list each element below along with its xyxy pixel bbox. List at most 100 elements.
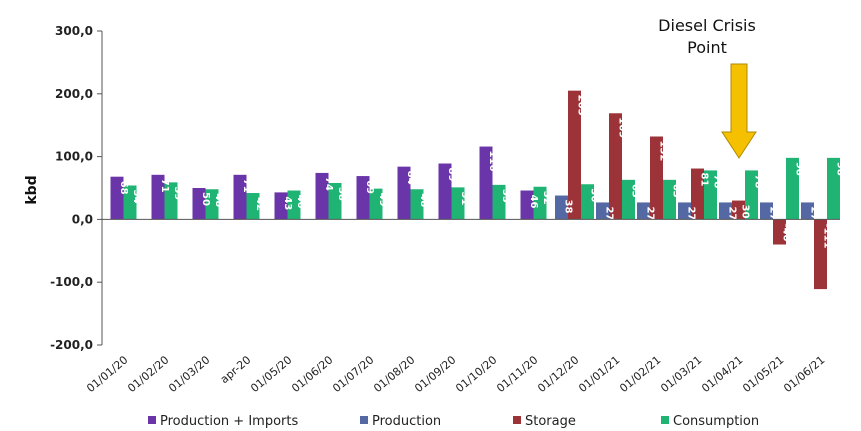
bar-production-imports-9: [479, 146, 493, 220]
bar-storage-12: [609, 113, 622, 220]
data-label: 46: [295, 195, 306, 209]
data-label: 58: [336, 187, 347, 201]
data-label: 116: [487, 151, 498, 172]
data-label: 59: [172, 186, 183, 200]
y-tick-label: 300,0: [55, 24, 93, 38]
bar-consumption-7: [410, 189, 424, 220]
data-label: 98: [794, 162, 805, 176]
bar-production-13: [637, 202, 650, 220]
bar-consumption-3: [246, 193, 260, 220]
bars: [110, 90, 840, 290]
x-tick-label: 01/08/20: [371, 353, 417, 395]
data-label: 71: [241, 179, 252, 193]
data-label: 84: [405, 171, 416, 185]
data-label: 78: [712, 174, 723, 188]
bar-production-14: [678, 202, 691, 220]
bar-production-imports-6: [356, 176, 370, 220]
legend-swatch: [148, 416, 156, 424]
data-label: 27: [768, 206, 779, 220]
bar-storage-11: [568, 90, 581, 220]
legend-label: Production + Imports: [160, 414, 298, 429]
data-label: 169: [617, 117, 628, 138]
data-label: -111: [822, 223, 833, 248]
data-label: 27: [686, 206, 697, 220]
legend-label: Production: [372, 414, 441, 429]
bar-production-imports-8: [438, 163, 452, 220]
x-tick-label: 01/07/20: [330, 353, 376, 395]
x-tick-label: 01/03/21: [658, 353, 704, 395]
bar-consumption-0: [123, 185, 137, 220]
data-label: 27: [645, 206, 656, 220]
annotation-arrow: [721, 63, 757, 159]
x-tick-label: 01/06/21: [781, 353, 827, 395]
data-label: 27: [727, 206, 738, 220]
data-label: 63: [671, 184, 682, 198]
data-label: 68: [118, 181, 129, 195]
y-tick-label: 200,0: [55, 87, 93, 101]
data-label: 43: [282, 196, 293, 210]
bar-consumption-4: [287, 190, 301, 220]
bar-consumption-12: [622, 179, 635, 220]
y-axis-label: kbd: [24, 175, 40, 204]
x-tick-label: 01/05/20: [248, 353, 294, 395]
bar-production-imports-3: [233, 174, 247, 220]
data-label: 69: [364, 180, 375, 194]
data-label: 63: [630, 184, 641, 198]
x-tick-label: 01/04/21: [699, 353, 745, 395]
bar-production-imports-4: [274, 192, 288, 220]
data-label: 98: [835, 162, 846, 176]
bar-storage-13: [650, 136, 663, 220]
x-tick-label: 01/02/21: [617, 353, 663, 395]
x-tick-label: 01/02/20: [125, 353, 171, 395]
x-tick-label: apr-20: [218, 353, 254, 386]
x-tick-label: 01/11/20: [494, 353, 540, 395]
legend-swatch: [661, 416, 669, 424]
bar-consumption-10: [533, 186, 547, 220]
x-tick-label: 01/12/20: [535, 353, 581, 395]
y-tick-label: -200,0: [50, 338, 93, 352]
bar-storage-16: [773, 219, 786, 245]
data-label: 48: [213, 193, 224, 207]
bar-production-15: [719, 202, 732, 220]
bar-consumption-6: [369, 188, 383, 220]
bar-storage-17: [814, 219, 827, 290]
x-tick-label: 01/01/20: [84, 353, 130, 395]
legend-swatch: [360, 416, 368, 424]
data-label: 78: [753, 174, 764, 188]
data-label: 81: [699, 173, 710, 187]
bar-production-11: [555, 195, 568, 220]
y-axis: -200,0 -100,0 0,0 100,0 200,0 300,0: [50, 24, 103, 352]
data-label: 38: [563, 200, 574, 214]
bar-consumption-9: [492, 184, 506, 220]
bar-storage-15: [732, 200, 745, 220]
x-tick-label: 01/06/20: [289, 353, 335, 395]
bar-consumption-14: [704, 170, 717, 220]
x-tick-label: 01/01/21: [576, 353, 622, 395]
bar-consumption-5: [328, 182, 342, 220]
bar-production-17: [801, 202, 814, 220]
data-label: 52: [541, 191, 552, 205]
bar-production-imports-0: [110, 176, 124, 220]
data-label: 27: [604, 206, 615, 220]
data-label: 50: [200, 192, 211, 206]
data-label: 30: [740, 205, 751, 219]
bar-consumption-13: [663, 179, 676, 220]
diesel-crisis-annotation: Diesel Crisis Point: [658, 16, 757, 159]
bar-consumption-1: [164, 182, 178, 220]
data-label: 54: [131, 189, 142, 203]
x-tick-label: 01/03/20: [166, 353, 212, 395]
bar-production-12: [596, 202, 609, 220]
x-tick-label: 01/05/21: [740, 353, 786, 395]
data-label: 46: [528, 195, 539, 209]
data-label: 132: [658, 141, 669, 162]
bar-production-imports-7: [397, 166, 411, 220]
x-tick-label: 01/09/20: [412, 353, 458, 395]
bar-consumption-17: [827, 157, 840, 220]
data-label: 42: [254, 197, 265, 211]
data-label: 48: [418, 193, 429, 207]
data-label: 71: [159, 179, 170, 193]
data-label: 56: [589, 188, 600, 202]
